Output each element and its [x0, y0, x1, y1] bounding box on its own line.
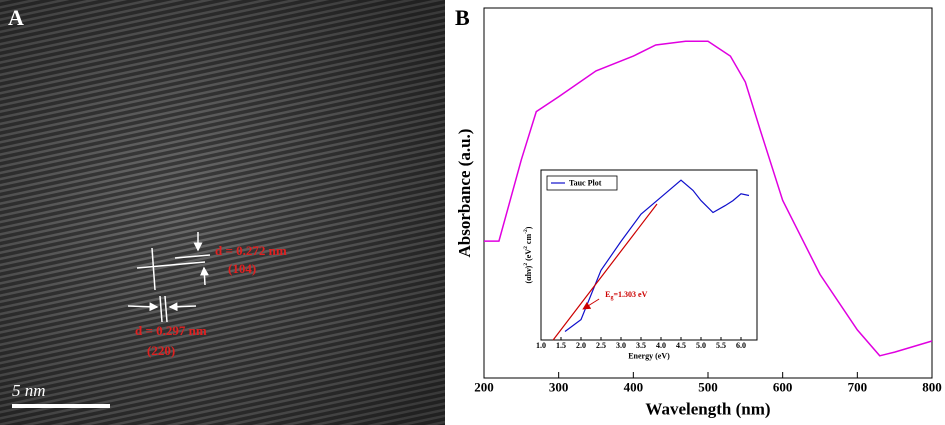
x-tick-label: 4.5 [676, 341, 686, 350]
x-tick-label: 5.5 [716, 341, 726, 350]
y-axis-label-part: cm [524, 234, 533, 247]
annotation-part: g [610, 295, 613, 301]
d-spacing: d = 0.297 nm [135, 323, 207, 338]
data-line [484, 40, 933, 357]
x-tick-label: 2.0 [576, 341, 586, 350]
x-tick-label: 700 [848, 379, 868, 394]
legend-box [546, 175, 618, 191]
x-tick-label: 4.0 [656, 341, 666, 350]
x-tick-label: 3.5 [636, 341, 646, 350]
panel-label: A [8, 5, 24, 30]
x-axis-label: Energy (eV) [628, 352, 670, 361]
x-tick-label: 1.0 [536, 341, 546, 350]
x-tick-label: 500 [698, 379, 718, 394]
x-tick-label: 200 [474, 379, 494, 394]
y-axis-label-part: -2 [523, 229, 529, 234]
y-axis-label-part: 2 [523, 246, 529, 249]
d-spacing: d = 0.272 nm [215, 243, 287, 258]
x-tick-label: 3.0 [616, 341, 626, 350]
y-axis-label-part: (eV [524, 249, 533, 263]
x-tick-label: 800 [922, 379, 942, 394]
x-tick-label: 6.0 [736, 341, 746, 350]
x-tick-label: 600 [773, 379, 793, 394]
x-axis-label: Wavelength (nm) [645, 399, 770, 418]
x-tick-label: 300 [549, 379, 569, 394]
plane: (104) [228, 261, 256, 276]
x-tick-label: 400 [624, 379, 644, 394]
x-tick-label: 1.5 [556, 341, 566, 350]
annotation-part: E [605, 290, 610, 299]
annotation: Eg=1.303 eV [605, 290, 647, 302]
legend-label: Tauc Plot [569, 178, 602, 187]
fit-line [552, 203, 658, 341]
y-axis-label-part: (αhν) [524, 265, 533, 283]
data-line [564, 179, 750, 332]
y-axis-label: (αhν)2 (eV2 cm-2) [523, 226, 533, 283]
y-axis-label-part: ) [524, 226, 533, 229]
annotation-arrow [582, 298, 600, 310]
scale-bar-label: 5 nm [12, 381, 46, 400]
x-tick-label: 2.5 [596, 341, 606, 350]
tem-image [0, 0, 445, 425]
plane: (220) [147, 343, 175, 358]
y-axis-label-part: 2 [523, 263, 529, 266]
annotation-part: =1.303 eV [613, 290, 647, 299]
x-tick-label: 5.0 [696, 341, 706, 350]
y-axis-label: Absorbance (a.u.) [455, 129, 474, 258]
plot-frame [540, 169, 758, 341]
panel-label: B [455, 5, 470, 30]
